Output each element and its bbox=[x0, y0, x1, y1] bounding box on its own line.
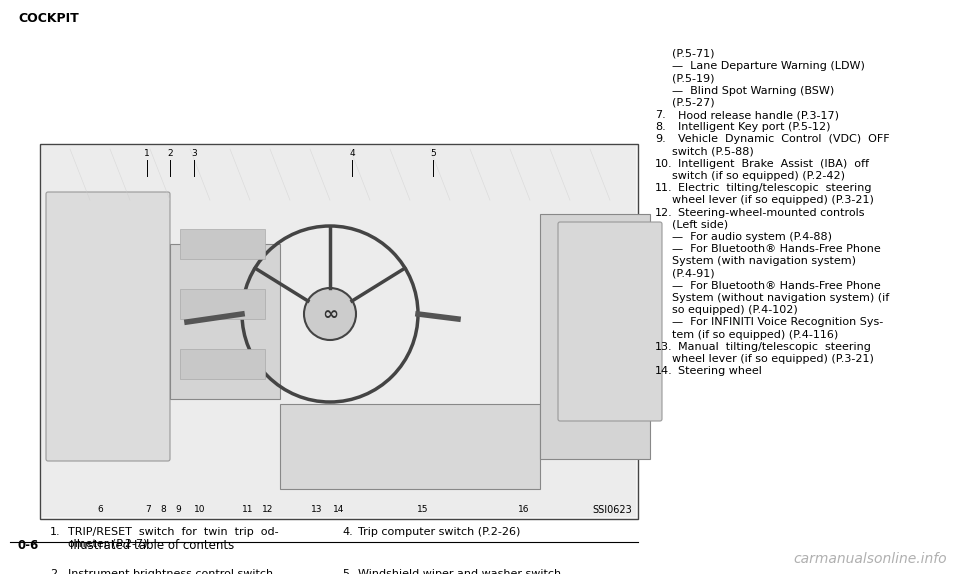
Bar bbox=[180, 289, 265, 319]
Text: (P.4-91): (P.4-91) bbox=[672, 269, 714, 278]
Text: wheel lever (if so equipped) (P.3-21): wheel lever (if so equipped) (P.3-21) bbox=[672, 195, 874, 205]
Text: 2: 2 bbox=[167, 149, 173, 158]
Text: Electric  tilting/telescopic  steering: Electric tilting/telescopic steering bbox=[678, 183, 872, 193]
Text: ometer (P.2-7): ometer (P.2-7) bbox=[68, 538, 148, 549]
Text: Steering wheel: Steering wheel bbox=[678, 366, 762, 376]
Text: Intelligent Key port (P.5-12): Intelligent Key port (P.5-12) bbox=[678, 122, 830, 132]
Circle shape bbox=[304, 288, 356, 340]
Text: 6: 6 bbox=[97, 505, 103, 514]
Text: 14.: 14. bbox=[655, 366, 673, 376]
Text: Trip computer switch (P.2-26): Trip computer switch (P.2-26) bbox=[358, 527, 520, 537]
Text: wheel lever (if so equipped) (P.3-21): wheel lever (if so equipped) (P.3-21) bbox=[672, 354, 874, 364]
Text: Instrument brightness control switch: Instrument brightness control switch bbox=[68, 569, 274, 574]
Text: 7: 7 bbox=[145, 505, 151, 514]
Text: 14: 14 bbox=[333, 505, 345, 514]
Text: —  For INFINITI Voice Recognition Sys-: — For INFINITI Voice Recognition Sys- bbox=[672, 317, 883, 327]
Text: Steering-wheel-mounted controls: Steering-wheel-mounted controls bbox=[678, 208, 865, 218]
Text: Windshield wiper and washer switch: Windshield wiper and washer switch bbox=[358, 569, 562, 574]
Text: —  For audio system (P.4-88): — For audio system (P.4-88) bbox=[672, 232, 832, 242]
Bar bbox=[280, 404, 540, 489]
Text: System (with navigation system): System (with navigation system) bbox=[672, 257, 856, 266]
Bar bbox=[40, 144, 638, 519]
Text: 8.: 8. bbox=[655, 122, 665, 132]
Text: switch (if so equipped) (P.2-42): switch (if so equipped) (P.2-42) bbox=[672, 171, 845, 181]
Text: 5.: 5. bbox=[342, 569, 352, 574]
Text: TRIP/RESET  switch  for  twin  trip  od-: TRIP/RESET switch for twin trip od- bbox=[68, 527, 278, 537]
Text: —  For Bluetooth® Hands-Free Phone: — For Bluetooth® Hands-Free Phone bbox=[672, 281, 880, 291]
Text: switch (P.5-88): switch (P.5-88) bbox=[672, 146, 754, 157]
Bar bbox=[540, 214, 650, 459]
Text: Illustrated table of contents: Illustrated table of contents bbox=[70, 539, 234, 552]
Text: 8: 8 bbox=[160, 505, 166, 514]
Text: so equipped) (P.4-102): so equipped) (P.4-102) bbox=[672, 305, 798, 315]
Text: 9: 9 bbox=[175, 505, 180, 514]
FancyBboxPatch shape bbox=[558, 222, 662, 421]
Text: 12.: 12. bbox=[655, 208, 673, 218]
Text: 13: 13 bbox=[311, 505, 323, 514]
Text: 7.: 7. bbox=[655, 110, 665, 120]
Text: 4.: 4. bbox=[342, 527, 352, 537]
Text: tem (if so equipped) (P.4-116): tem (if so equipped) (P.4-116) bbox=[672, 329, 838, 340]
Text: Manual  tilting/telescopic  steering: Manual tilting/telescopic steering bbox=[678, 342, 871, 352]
Text: 1: 1 bbox=[144, 149, 150, 158]
FancyBboxPatch shape bbox=[46, 192, 170, 461]
Text: 10.: 10. bbox=[655, 159, 673, 169]
Text: 12: 12 bbox=[262, 505, 274, 514]
Text: ∞: ∞ bbox=[322, 304, 338, 324]
Text: 4: 4 bbox=[349, 149, 355, 158]
Text: carmanualsonline.info: carmanualsonline.info bbox=[793, 552, 947, 566]
Text: (P.5-27): (P.5-27) bbox=[672, 98, 714, 108]
Text: 9.: 9. bbox=[655, 134, 665, 145]
Text: 11: 11 bbox=[242, 505, 253, 514]
Text: System (without navigation system) (if: System (without navigation system) (if bbox=[672, 293, 889, 303]
Text: 13.: 13. bbox=[655, 342, 673, 352]
Text: Intelligent  Brake  Assist  (IBA)  off: Intelligent Brake Assist (IBA) off bbox=[678, 159, 869, 169]
Text: (Left side): (Left side) bbox=[672, 220, 728, 230]
Text: 3: 3 bbox=[191, 149, 197, 158]
Text: 11.: 11. bbox=[655, 183, 673, 193]
Text: 10: 10 bbox=[194, 505, 205, 514]
Text: SSI0623: SSI0623 bbox=[592, 505, 632, 515]
Text: —  Lane Departure Warning (LDW): — Lane Departure Warning (LDW) bbox=[672, 61, 865, 71]
Text: (P.5-19): (P.5-19) bbox=[672, 73, 714, 83]
Bar bbox=[180, 349, 265, 379]
Text: Hood release handle (P.3-17): Hood release handle (P.3-17) bbox=[678, 110, 839, 120]
Text: 2.: 2. bbox=[50, 569, 60, 574]
Text: 0-6: 0-6 bbox=[18, 539, 39, 552]
Text: (P.5-71): (P.5-71) bbox=[672, 49, 714, 59]
Text: —  Blind Spot Warning (BSW): — Blind Spot Warning (BSW) bbox=[672, 86, 834, 96]
Text: COCKPIT: COCKPIT bbox=[18, 12, 79, 25]
Text: 1.: 1. bbox=[50, 527, 60, 537]
Text: 15: 15 bbox=[418, 505, 429, 514]
Text: Vehicle  Dynamic  Control  (VDC)  OFF: Vehicle Dynamic Control (VDC) OFF bbox=[678, 134, 890, 145]
Text: —  For Bluetooth® Hands-Free Phone: — For Bluetooth® Hands-Free Phone bbox=[672, 244, 880, 254]
Bar bbox=[42, 146, 636, 517]
Text: 16: 16 bbox=[518, 505, 530, 514]
Text: 5: 5 bbox=[430, 149, 436, 158]
Bar bbox=[180, 229, 265, 259]
Bar bbox=[170, 244, 280, 399]
